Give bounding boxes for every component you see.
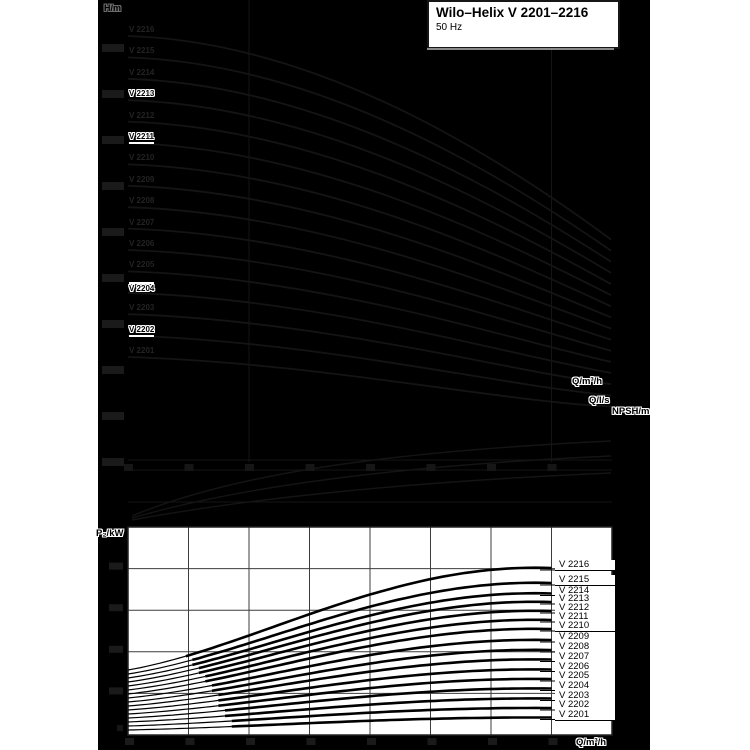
sheet-subtitle: 50 Hz bbox=[436, 22, 463, 33]
hq-curve-label: V 2205 bbox=[129, 260, 155, 270]
sheet-title: Wilo–Helix V 2201–2216 bbox=[436, 5, 589, 20]
hq-curve-label: V 2208 bbox=[129, 196, 155, 206]
hq-curve-label: V 2209 bbox=[129, 174, 155, 184]
hq-curve-label: V 2203 bbox=[129, 303, 155, 313]
title-box: Wilo–Helix V 2201–2216 50 Hz bbox=[427, 0, 620, 49]
hq-curve-label: V 2212 bbox=[129, 110, 155, 120]
power-curve-label: V 2210 bbox=[555, 621, 615, 632]
title-box-shadow bbox=[427, 48, 614, 50]
npsh-axis-label: NPSH/m bbox=[612, 406, 650, 417]
hq-curve-label: V 2211 bbox=[129, 132, 154, 144]
hq-curve-label: V 2206 bbox=[129, 239, 155, 248]
hq-curve-label: V 2213 bbox=[129, 89, 155, 99]
p2-axis-label: P₂/kW bbox=[96, 528, 124, 539]
h-axis-label: H/m bbox=[104, 3, 122, 13]
hq-curve-label: V 2210 bbox=[129, 153, 155, 163]
hq-curve-label: V 2214 bbox=[129, 67, 155, 77]
hq-curve-label: V 2202 bbox=[129, 325, 155, 337]
power-curve-label: V 2216 bbox=[555, 560, 615, 571]
q-axis-label-bottom: Q/m³/h bbox=[576, 737, 607, 748]
hq-curve-label: V 2201 bbox=[129, 346, 155, 355]
hq-curve-label: V 2207 bbox=[129, 217, 155, 227]
q-ls-axis-label: Q/l/s bbox=[589, 395, 610, 406]
hq-curve-label: V 2216 bbox=[129, 25, 155, 34]
q-m3h-axis-label: Q/m³/h bbox=[572, 376, 603, 387]
power-curve-label: V 2201 bbox=[555, 709, 615, 721]
hq-curve-label: V 2215 bbox=[129, 46, 155, 56]
hq-curve-label: V 2204 bbox=[129, 281, 155, 293]
